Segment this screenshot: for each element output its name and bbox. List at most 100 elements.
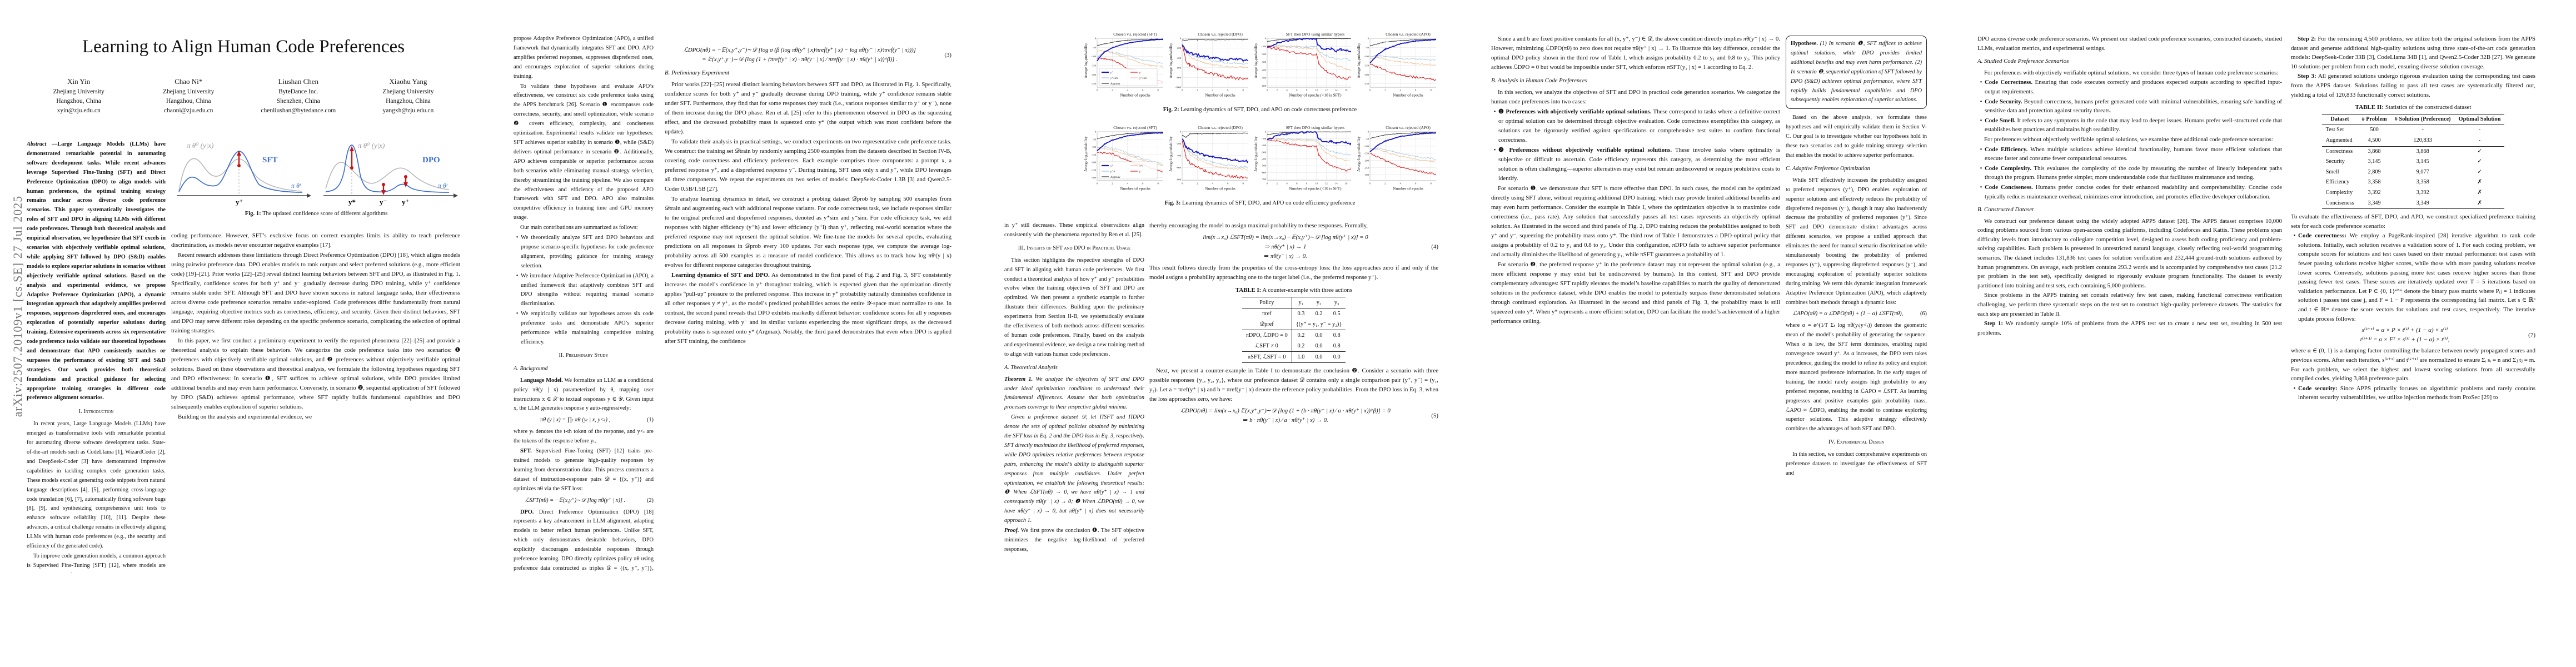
y-tick-label: -100 [1262, 137, 1267, 140]
bullet-text: ❶ Preferences with objectively verifiabl… [1498, 108, 1780, 143]
y-tick-label: -200 [1177, 142, 1182, 145]
block-p3-wide: thereby encouraging the model to assign … [1149, 221, 1438, 573]
author-3: Liushan Chen ByteDance Inc. Shenzhen, Chin… [246, 76, 350, 116]
x-tick-label: 14 [1335, 89, 1338, 92]
y-tick-label: -600 [1177, 166, 1182, 169]
chart-subplot: 0-50-100-150-200-2500246810Chosen v.s. r… [1357, 32, 1436, 98]
equation-line: ℒSFT(πθ) = −𝔼(x,y⁺)∼𝒟 [log πθ(y⁺ | x)] . [525, 497, 626, 504]
subsection-heading: A. Theoretical Analysis [1004, 364, 1058, 371]
equation-line: s⁽ᵏ⁺¹⁾ = α × P × t⁽ᵏ⁾ + (1 − α) × s⁽ᵏ⁾ [2361, 327, 2448, 334]
y-tick-label: -400 [1177, 155, 1182, 157]
bullet-text: Code Correctness. Ensuring that code exe… [1985, 79, 2282, 95]
paragraph: In recent years, Large Language Models (… [27, 421, 166, 550]
bullet-text: We empirically validate our hypotheses a… [521, 311, 654, 345]
table-row: 𝒟pref {(y⁺ = y₁, y⁻ = y₂)} [1242, 319, 1346, 330]
paragraph: This result follows directly from the pr… [1149, 265, 1438, 281]
author-email: yangxh@zju.edu.cn [382, 107, 434, 114]
bullet-text: We theoretically analyze SFT and DPO beh… [521, 235, 654, 269]
table-caption-lead: TABLE I: [1235, 287, 1262, 293]
y-tick-label: -150 [1364, 152, 1369, 155]
table-cell: ✓ [2477, 168, 2482, 175]
table-cell: Complexity [2325, 189, 2353, 196]
author-1: Xin Yin Zhejiang University Hangzhou, Chin… [27, 76, 131, 116]
x-tick-label: 6 [1227, 182, 1229, 185]
y-axis-label: Averge log-probability [1084, 136, 1088, 172]
chart-title: SFT then DPO using similar hypers [1286, 125, 1345, 130]
bullet-text: Code Smell. It refers to any symptoms in… [1985, 117, 2282, 133]
author-4: Xiaohu Yang Zhejiang University Hangzhou, … [356, 76, 460, 116]
bullet-text: Code Complexity. This evaluates the comp… [1985, 165, 2282, 181]
paragraph: In this section, we analyze the objectiv… [1491, 89, 1780, 105]
x-axis-label: Number of epochs (<10 is SFT) [1289, 93, 1342, 98]
series-y+sim [1267, 44, 1351, 61]
author-name: Xiaohu Yang [389, 77, 427, 86]
table-cell: 3,145 [2416, 158, 2429, 165]
x-tick-label: 12 [1325, 182, 1328, 185]
fig1-pi0-label-dpo: π θ⁰ (y|x) [358, 141, 385, 150]
figure-3: 0-50-100-150-200-250-3000246810Chosen v.… [1084, 125, 1436, 206]
equation: ℒDPO(πθ) = lim(x→x₀) 𝔼(x,y⁺,y⁻)∼𝒟 [log (… [1149, 406, 1438, 425]
subsection-heading: B. Constructed Dataset [1977, 206, 2034, 213]
chart-title: Chosen v.s. rejected (SFT) [1113, 32, 1157, 37]
series-y+sim [1182, 44, 1249, 65]
y-tick-label: -100 [1364, 55, 1369, 58]
y-tick-label: -50 [1366, 138, 1369, 141]
y-tick-label: -100 [1262, 45, 1267, 48]
bullet-item: • Code Conciseness. Humans prefer concise… [1977, 183, 2282, 201]
equation-line: t⁽ᵏ⁺¹⁾ = α × Fᵀ × s⁽ᵏ⁾ + (1 − α) × t⁽ᵏ⁾, [2360, 336, 2450, 343]
chart-title: Chosen v.s. rejected (DPO) [1198, 32, 1243, 37]
y-tick-label: 0 [1368, 37, 1369, 40]
fig1-xlabel-ystar: y* [348, 198, 356, 206]
paragraph: Building on the analysis and experimenta… [178, 414, 312, 420]
table-cell: 3,145 [2368, 158, 2381, 165]
x-tick-label: 10 [1316, 89, 1318, 92]
chart-frame [1369, 38, 1436, 88]
bullet-item: • ❷ Preferences without objectively verif… [1491, 146, 1780, 183]
section-heading: I. Introduction [78, 409, 114, 415]
x-tick-label: 4 [1287, 89, 1288, 92]
legend-label: y⁺h [1110, 170, 1115, 173]
author-city: Hangzhou, China [386, 97, 431, 104]
paragraph: In this section, we conduct comprehensiv… [1786, 451, 1927, 476]
legend-label: y⁻ [1139, 71, 1142, 74]
bullet-marker: • [1980, 146, 1982, 153]
bullet-text: Code Conciseness. Humans prefer concise … [1985, 183, 2282, 200]
table-cell: - [2478, 127, 2481, 133]
x-tick-label: 0 [1369, 182, 1371, 185]
table-cell: 0.5 [1333, 311, 1341, 317]
x-tick-label: 8 [1306, 182, 1308, 185]
paragraph: To analyze learning dynamics in detail, … [665, 196, 951, 268]
x-tick-label: 6 [1296, 89, 1298, 92]
equation-line: ℒDPO(πθ) = lim(x→x₀) 𝔼(x,y⁺,y⁻)∼𝒟 [log (… [1180, 407, 1391, 414]
paragraph: For scenario ❶, we demonstrate that SFT … [1491, 185, 1780, 258]
table-row: Efficiency 3,358 3,358 ✗ [2322, 177, 2505, 188]
block-p4-wide: Since a and b are fixed positive constan… [1491, 34, 1780, 573]
equation-number: (3) [944, 51, 951, 58]
y-tick-label: 0 [1095, 37, 1097, 40]
x-tick-label: 2 [1112, 182, 1113, 185]
y-tick-label: 0 [1265, 37, 1267, 40]
equation-number: (6) [1920, 311, 1927, 317]
section-heading: III. Insights of SFT and DPO in Practica… [1018, 245, 1131, 251]
table-header-cell: # Solution (Preference) [2394, 116, 2451, 122]
col-abstract-intro: Abstract —Large Language Models (LLMs) h… [27, 140, 166, 573]
table-cell: {(y⁺ = y₁, y⁻ = y₂)} [1296, 321, 1342, 327]
fig1-pit-label-sft: π θᵗ [291, 182, 301, 190]
figure-1: π θ⁰ (y|x) SFT π θᵗ y⁺ [172, 136, 460, 220]
y-tick-label: 0 [1265, 131, 1267, 133]
bullet-text: We introduce Adaptive Preference Optimiz… [521, 272, 654, 307]
series-y+h [1182, 139, 1249, 168]
y-tick-label: -1000 [1175, 86, 1181, 89]
x-axis-label: Number of epochs [1120, 93, 1150, 98]
section-heading: IV. Experimental Design [1828, 439, 1885, 446]
table-cell: 2,809 [2368, 168, 2381, 175]
table-cell: πref [1242, 308, 1292, 319]
paragraph-lead: Proof. [1004, 527, 1019, 534]
legend-label: y⁺sim [1110, 76, 1118, 80]
y-axis-label: Averge log-probability [1169, 136, 1173, 172]
paragraph: in y⁺ still decreases. These empirical o… [1004, 222, 1144, 238]
y-tick-label: -500 [1262, 77, 1267, 79]
author-affiliation: Zhejiang University [163, 88, 215, 95]
hypothesis-box: Hypothese. (1) In scenario ❶, SFT suffic… [1786, 36, 1927, 109]
